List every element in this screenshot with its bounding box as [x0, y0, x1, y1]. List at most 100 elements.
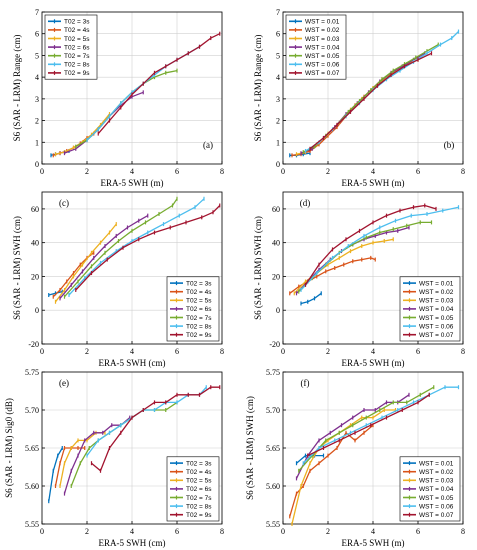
- y-tick-label: 1: [35, 138, 39, 147]
- series-line-6: [68, 198, 205, 296]
- panel-label: (d): [300, 198, 311, 208]
- legend-label: T02 = 4s: [64, 27, 90, 34]
- y-tick-label: 2: [276, 117, 280, 126]
- x-tick-label: 0: [40, 527, 44, 536]
- legend-label: T02 = 6s: [186, 486, 212, 493]
- legend-label: T02 = 8s: [186, 503, 212, 510]
- series-line-3: [55, 113, 110, 155]
- x-tick-label: 0: [40, 167, 44, 176]
- y-tick-label: 40: [31, 239, 39, 248]
- legend-label: T02 = 5s: [64, 36, 90, 43]
- legend-label: WST = 0.04: [305, 44, 340, 51]
- legend-label: WST = 0.03: [305, 36, 340, 43]
- y-tick-label: 5.60: [25, 482, 39, 491]
- y-tick-label: 0: [276, 160, 280, 169]
- legend-label: T02 = 8s: [186, 323, 212, 330]
- legend-label: WST = 0.04: [419, 306, 454, 313]
- legend-label: T02 = 5s: [186, 478, 212, 485]
- x-tick-label: 2: [85, 167, 89, 176]
- x-tick-label: 6: [416, 347, 420, 356]
- legend-box: [399, 276, 461, 342]
- legend-label: T02 = 8s: [64, 62, 90, 69]
- y-tick-label: 6: [276, 30, 280, 39]
- y-tick-label: 5.70: [25, 406, 39, 415]
- series-line-7: [304, 204, 437, 286]
- series-line-5: [64, 198, 178, 298]
- x-tick-label: 4: [371, 167, 375, 176]
- y-tick-label: -20: [28, 340, 39, 349]
- y-tick-label: 7: [276, 8, 280, 17]
- legend-label: WST = 0.05: [305, 53, 340, 60]
- y-tick-label: -20: [269, 340, 280, 349]
- y-axis-label: S6 (SAR - LRM) Sig0 (dB): [4, 398, 14, 498]
- x-axis-label: ERA-5 SWH (cm): [99, 358, 166, 368]
- y-tick-label: 5: [276, 51, 280, 60]
- series-line-7: [97, 33, 221, 135]
- x-tick-label: 6: [175, 167, 179, 176]
- legend-label: WST = 0.05: [419, 495, 454, 502]
- legend-label: T02 = 9s: [186, 512, 212, 519]
- legend-label: WST = 0.06: [419, 503, 454, 510]
- y-tick-label: 7: [35, 8, 39, 17]
- x-axis-label: ERA-5 SWH (m): [342, 178, 405, 188]
- y-tick-label: 60: [31, 205, 39, 214]
- chart-panel-6: 0 2 4 6 8 5.55 5.60 5.65 5.70 5.75 ERA-5 SWH (m) S6…: [245, 368, 465, 548]
- x-tick-label: 4: [130, 347, 134, 356]
- x-tick-label: 6: [175, 527, 179, 536]
- y-tick-label: 5.55: [266, 520, 280, 529]
- series-line-3: [291, 409, 396, 525]
- legend-label: WST = 0.01: [419, 460, 454, 467]
- panel-label: (c): [59, 198, 69, 208]
- chart-panel-1: 0 2 4 6 8 0 1 2 3 4 5 6 7 ERA-5 SWH (m) S6 (SAR - LRM)…: [12, 8, 224, 188]
- x-axis-label: ERA-5 SWH (m): [101, 178, 164, 188]
- x-tick-label: 4: [130, 527, 134, 536]
- legend-label: T02 = 4s: [186, 289, 212, 296]
- legend-label: T02 = 5s: [186, 298, 212, 305]
- legend-label: WST = 0.06: [419, 323, 454, 330]
- legend-label: WST = 0.07: [419, 332, 454, 339]
- x-axis-label: ERA-5 SWH (m): [342, 538, 405, 548]
- x-tick-label: 8: [461, 167, 465, 176]
- y-tick-label: 5.60: [266, 482, 280, 491]
- legend-label: T02 = 6s: [64, 44, 90, 51]
- legend-label: T02 = 7s: [186, 495, 212, 502]
- x-tick-label: 4: [371, 347, 375, 356]
- legend-label: WST = 0.06: [305, 62, 340, 69]
- legend-label: T02 = 9s: [186, 332, 212, 339]
- y-tick-label: 60: [272, 205, 280, 214]
- y-tick-label: 3: [35, 95, 39, 104]
- y-tick-label: 6: [35, 30, 39, 39]
- panel-label: (f): [301, 378, 310, 388]
- x-tick-label: 0: [40, 347, 44, 356]
- y-tick-label: 2: [35, 117, 39, 126]
- series-line-1: [296, 454, 324, 464]
- x-tick-label: 6: [416, 167, 420, 176]
- legend-label: WST = 0.02: [419, 469, 454, 476]
- x-tick-label: 2: [326, 527, 330, 536]
- y-tick-label: 0: [35, 160, 39, 169]
- legend-label: T02 = 3s: [186, 460, 212, 467]
- y-tick-label: 0: [276, 306, 280, 315]
- x-tick-label: 8: [220, 527, 224, 536]
- x-tick-label: 8: [461, 347, 465, 356]
- y-tick-label: 0: [35, 306, 39, 315]
- x-axis-label: ERA-5 SWH (cm): [99, 538, 166, 548]
- x-tick-label: 6: [416, 527, 420, 536]
- chart-panel-2: 0 2 4 6 8 0 1 2 3 4 5 6 7 ERA-5 SWH (m) S6 (SAR - LRM)…: [253, 8, 465, 188]
- panel-label: (e): [59, 378, 69, 388]
- legend-label: T02 = 3s: [64, 19, 90, 26]
- legend-label: WST = 0.03: [419, 298, 454, 305]
- y-tick-label: 5.55: [25, 520, 39, 529]
- y-tick-label: 20: [272, 272, 280, 281]
- legend-label: WST = 0.05: [419, 315, 454, 322]
- legend-label: T02 = 9s: [64, 70, 90, 77]
- x-tick-label: 4: [130, 167, 134, 176]
- y-tick-label: 1: [276, 138, 280, 147]
